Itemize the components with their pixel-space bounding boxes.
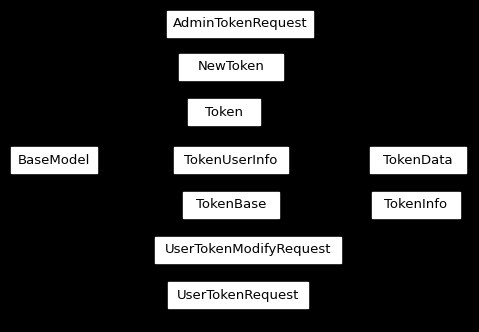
FancyBboxPatch shape: [174, 147, 288, 173]
Text: AdminTokenRequest: AdminTokenRequest: [173, 18, 308, 31]
FancyBboxPatch shape: [183, 192, 279, 218]
Text: UserTokenRequest: UserTokenRequest: [177, 289, 299, 301]
FancyBboxPatch shape: [11, 147, 97, 173]
FancyBboxPatch shape: [372, 192, 460, 218]
Text: NewToken: NewToken: [197, 60, 264, 73]
FancyBboxPatch shape: [179, 54, 283, 80]
Text: BaseModel: BaseModel: [18, 153, 90, 167]
Text: TokenInfo: TokenInfo: [385, 199, 447, 211]
Text: TokenData: TokenData: [383, 153, 453, 167]
FancyBboxPatch shape: [155, 237, 341, 263]
Text: TokenBase: TokenBase: [196, 199, 266, 211]
FancyBboxPatch shape: [168, 282, 308, 308]
Text: Token: Token: [205, 106, 243, 119]
FancyBboxPatch shape: [188, 99, 260, 125]
FancyBboxPatch shape: [370, 147, 466, 173]
FancyBboxPatch shape: [167, 11, 313, 37]
Text: UserTokenModifyRequest: UserTokenModifyRequest: [165, 243, 331, 257]
Text: TokenUserInfo: TokenUserInfo: [184, 153, 278, 167]
